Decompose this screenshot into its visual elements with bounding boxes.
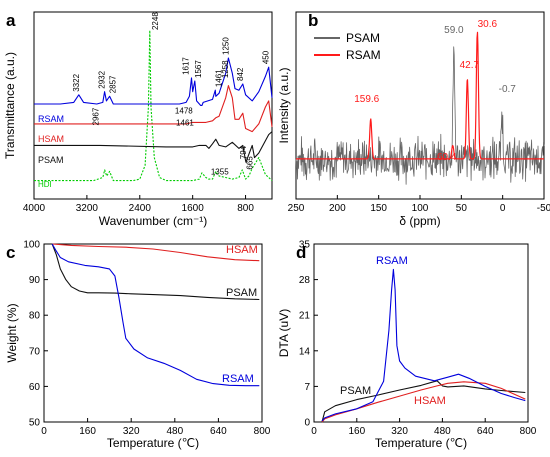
y-axis-label: Weight (%) [5,303,19,362]
series-label: RSAM [38,114,64,124]
peak-annotation: 2967 [91,107,100,125]
x-tick-label: 320 [391,426,408,437]
series-line-hsam [321,381,526,423]
x-tick-label: 160 [348,426,365,437]
y-tick-label: 0 [304,418,310,429]
x-tick-label: 150 [370,203,387,214]
series-label: HDI [38,180,52,189]
legend-label: PSAM [346,31,380,45]
y-tick-label: 14 [299,346,311,357]
peak-annotation: 842 [236,67,245,81]
panel-letter: c [6,243,15,262]
x-axis-label: Wavenumber (cm⁻¹) [99,214,208,228]
series-line-psam [295,46,545,185]
panel-letter: d [296,243,306,262]
series-line-hdi [34,29,273,182]
series-label: PSAM [340,385,371,397]
series-label: PSAM [226,287,257,299]
x-tick-label: 0 [500,203,506,214]
series-line-psam [34,131,273,163]
x-tick-label: 1600 [182,203,205,214]
x-tick-label: 160 [79,426,96,437]
x-tick-label: 640 [210,426,227,437]
series-line-psam [51,243,260,301]
peak-annotation: 3322 [72,73,81,91]
peak-annotation: 59.0 [444,25,464,36]
peak-annotation: 1258 [221,60,230,78]
x-tick-label: 4000 [23,203,46,214]
peak-annotation: 2932 [98,70,107,88]
plot-frame-a [33,11,273,200]
series-line-rsam [321,268,526,422]
series-label: RSAM [376,255,408,267]
y-axis-label: Intensity (a.u.) [277,67,291,143]
series-line-rsam [34,57,273,107]
y-tick-label: 21 [299,311,311,322]
peak-annotation: 665 [245,156,254,170]
x-tick-label: 0 [41,426,47,437]
y-tick-label: 7 [304,382,310,393]
x-axis-label: Temperature (℃) [375,436,467,450]
panel-letter: a [6,11,16,30]
series-label: PSAM [38,155,64,165]
x-tick-label: 480 [434,426,451,437]
peak-annotation: 159.6 [354,94,379,105]
series-label: HSAM [226,244,258,256]
y-axis-label: Transmittance (a.u.) [3,52,17,159]
x-tick-label: 800 [520,426,537,437]
series-line-rsam [51,243,260,387]
x-tick-label: 800 [254,426,271,437]
y-axis-label: DTA (uV) [277,309,291,357]
y-tick-label: 90 [29,275,41,286]
y-tick-label: 60 [29,382,41,393]
series-label: RSAM [222,373,254,385]
peak-annotation: 1617 [182,57,191,75]
x-tick-label: -50 [537,203,550,214]
peak-annotation: 42.7 [460,60,480,71]
x-tick-label: 100 [412,203,429,214]
x-tick-label: 640 [477,426,494,437]
y-tick-label: 70 [29,346,41,357]
peak-annotation: 794 [239,145,248,159]
peak-annotation: 1355 [211,167,229,176]
peak-annotation: 30.6 [478,19,498,30]
series-line-psam [321,380,526,423]
x-tick-label: 320 [123,426,140,437]
y-tick-label: 50 [29,418,41,429]
peak-annotation: -0.7 [499,84,517,95]
x-tick-label: 2400 [129,203,152,214]
plot-frame-c [43,243,263,423]
peak-annotation: 60.4 [437,152,457,163]
peak-annotation: 1461 [214,69,223,87]
series-line-hsam [34,85,273,133]
peak-annotation: 1250 [221,37,230,55]
x-tick-label: 250 [288,203,305,214]
series-line-rsam [295,31,545,160]
peak-annotation: 1478 [175,107,193,116]
x-axis-label: δ (ppm) [399,214,440,228]
x-tick-label: 0 [311,426,317,437]
peak-annotation: 1567 [194,60,203,78]
panel-letter: b [308,11,318,30]
y-tick-label: 100 [23,240,40,251]
series-label: HSAM [38,134,64,144]
legend-label: RSAM [346,48,381,62]
plot-frame-d [313,243,529,423]
series-line-hsam [52,243,260,262]
y-tick-label: 28 [299,275,311,286]
x-axis-label: Temperature (℃) [107,436,199,450]
y-tick-label: 80 [29,311,41,322]
x-tick-label: 3200 [76,203,99,214]
x-tick-label: 50 [456,203,468,214]
x-tick-label: 480 [166,426,183,437]
peak-annotation: 1461 [176,119,194,128]
x-tick-label: 200 [329,203,346,214]
peak-annotation: 2248 [151,12,160,30]
x-tick-label: 800 [237,203,254,214]
series-label: HSAM [414,395,446,407]
peak-annotation: 2857 [109,75,118,93]
peak-annotation: 450 [262,50,271,64]
y-tick-label: 35 [299,240,311,251]
